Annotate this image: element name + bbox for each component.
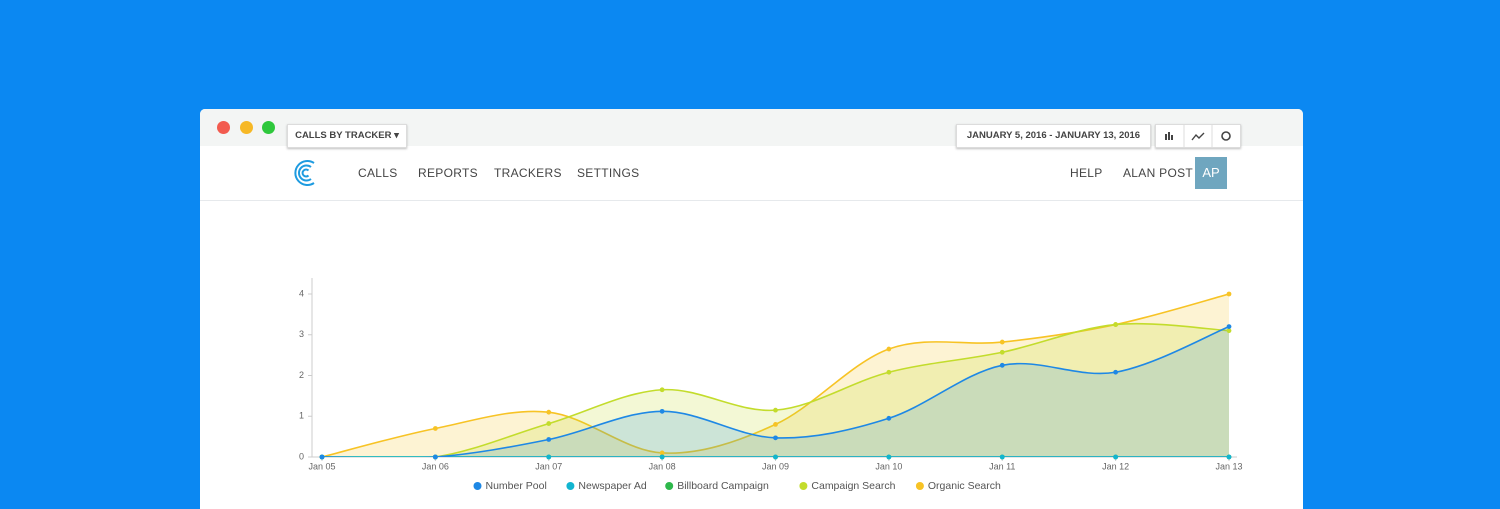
data-point xyxy=(1226,454,1232,460)
legend-label: Campaign Search xyxy=(811,480,895,492)
legend-label: Organic Search xyxy=(928,480,1001,492)
x-tick-label: Jan 09 xyxy=(762,461,789,471)
x-tick-label: Jan 07 xyxy=(535,461,562,471)
data-point xyxy=(1226,324,1232,329)
data-point xyxy=(432,454,438,460)
avatar[interactable]: AP xyxy=(1195,157,1227,189)
y-tick-label: 3 xyxy=(299,329,304,339)
x-tick-label: Jan 05 xyxy=(308,461,335,471)
data-point xyxy=(1113,369,1119,375)
y-tick-label: 1 xyxy=(299,411,304,421)
x-tick-label: Jan 06 xyxy=(422,461,449,471)
data-point xyxy=(999,349,1005,355)
legend-label: Billboard Campaign xyxy=(677,480,769,492)
data-point xyxy=(999,362,1005,368)
data-point xyxy=(1113,322,1119,327)
data-point xyxy=(886,346,892,352)
data-point xyxy=(886,415,892,421)
x-tick-label: Jan 13 xyxy=(1215,461,1242,471)
y-tick-label: 2 xyxy=(299,370,304,380)
logo[interactable] xyxy=(290,156,320,190)
legend-marker xyxy=(915,482,924,490)
data-point xyxy=(999,339,1005,345)
nav-item[interactable]: CALLS xyxy=(358,166,398,180)
data-point xyxy=(1113,454,1119,460)
legend-marker xyxy=(799,482,808,490)
close-button[interactable] xyxy=(217,121,230,134)
dropdown[interactable]: CALLS BY TRACKER ▾ xyxy=(287,124,407,148)
data-point xyxy=(546,437,552,442)
data-point xyxy=(1226,291,1232,297)
data-point xyxy=(546,454,552,460)
y-tick-label: 4 xyxy=(299,288,304,298)
data-point xyxy=(999,454,1005,460)
user-name[interactable]: ALAN POST xyxy=(1123,166,1194,180)
dropdown-label: CALLS BY TRACKER xyxy=(295,130,392,141)
app-window: CALLS REPORTS TRACKERS SETTINGS HELP ALA… xyxy=(200,109,1303,509)
nav-bar: CALLS REPORTS TRACKERS SETTINGS HELP ALA… xyxy=(200,146,1303,201)
data-point xyxy=(546,421,552,426)
data-point xyxy=(659,450,665,456)
data-point xyxy=(773,422,778,427)
legend-marker xyxy=(566,482,575,490)
legend-marker xyxy=(473,482,482,490)
help-link[interactable]: HELP xyxy=(1070,166,1103,180)
legend-marker xyxy=(665,482,674,490)
x-tick-label: Jan 12 xyxy=(1102,461,1129,471)
x-tick-label: Jan 10 xyxy=(875,461,902,471)
data-point xyxy=(659,408,665,414)
x-tick-label: Jan 11 xyxy=(989,461,1015,471)
area xyxy=(322,326,1229,457)
data-point xyxy=(659,387,665,393)
data-point xyxy=(659,454,665,460)
data-point xyxy=(319,454,325,460)
chart-type-icons xyxy=(1165,125,1231,147)
maximize-button[interactable] xyxy=(262,121,275,134)
data-point xyxy=(886,369,892,375)
minimize-button[interactable] xyxy=(240,121,253,134)
legend-label: Number Pool xyxy=(486,480,547,492)
data-point xyxy=(773,407,778,413)
area xyxy=(322,294,1229,457)
nav-item[interactable]: TRACKERS xyxy=(494,166,562,180)
nav-item[interactable]: REPORTS xyxy=(418,166,478,180)
plot-area xyxy=(321,293,1229,457)
y-tick-label: 0 xyxy=(299,451,304,461)
data-point xyxy=(773,435,778,441)
nav-item[interactable]: SETTINGS xyxy=(577,166,640,180)
data-point xyxy=(1226,328,1232,334)
chart-type-buttons xyxy=(1155,124,1241,148)
x-tick-label: Jan 08 xyxy=(649,461,676,471)
data-point xyxy=(886,454,892,460)
data-point xyxy=(773,454,778,460)
data-point xyxy=(546,409,552,415)
legend-label: Newspaper Ad xyxy=(578,480,646,492)
data-point xyxy=(432,426,438,431)
date-range[interactable]: JANUARY 5, 2016 - JANUARY 13, 2016 xyxy=(956,124,1151,148)
